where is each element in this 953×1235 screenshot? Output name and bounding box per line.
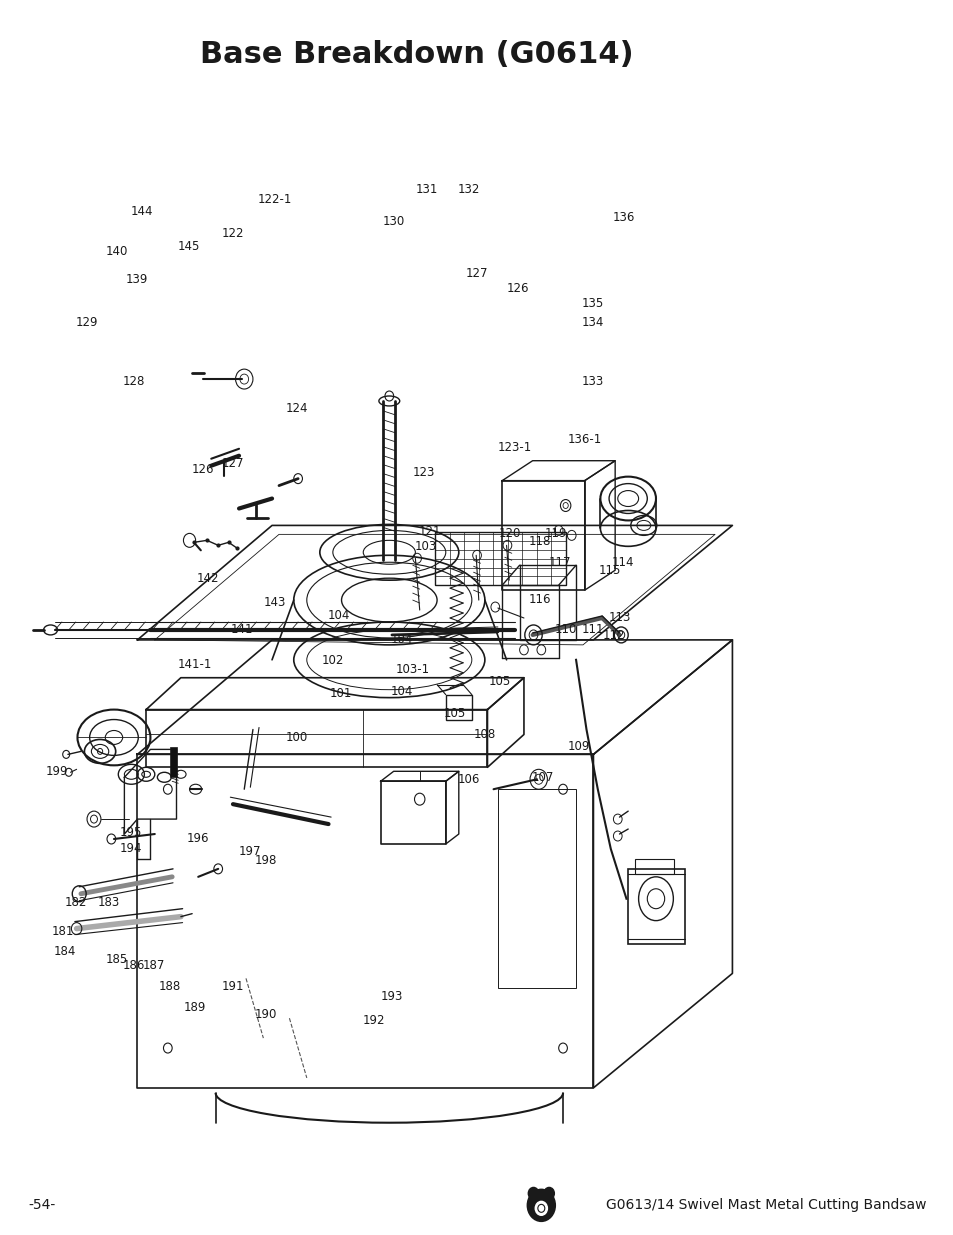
Text: 118: 118 bbox=[528, 535, 551, 548]
Text: 112: 112 bbox=[602, 630, 625, 642]
Text: Base Breakdown (G0614): Base Breakdown (G0614) bbox=[200, 40, 633, 69]
Text: 189: 189 bbox=[184, 1000, 206, 1014]
Text: 128: 128 bbox=[122, 375, 145, 388]
Text: 188: 188 bbox=[159, 979, 181, 993]
Circle shape bbox=[543, 1187, 554, 1199]
Text: 186: 186 bbox=[122, 958, 145, 972]
Text: 123-1: 123-1 bbox=[497, 441, 532, 454]
Text: 135: 135 bbox=[581, 298, 603, 310]
Bar bbox=[170, 747, 176, 777]
Text: 132: 132 bbox=[456, 183, 479, 196]
Text: 122-1: 122-1 bbox=[257, 193, 292, 206]
Text: 194: 194 bbox=[120, 842, 142, 855]
Text: 141: 141 bbox=[230, 624, 253, 636]
Text: 131: 131 bbox=[416, 183, 437, 196]
Text: 197: 197 bbox=[238, 845, 261, 857]
Text: 130: 130 bbox=[382, 215, 405, 228]
Text: 184: 184 bbox=[53, 946, 76, 958]
Bar bbox=[497, 789, 576, 988]
Text: 124: 124 bbox=[285, 403, 308, 415]
Text: 104: 104 bbox=[391, 634, 413, 646]
Text: 190: 190 bbox=[254, 1008, 277, 1021]
Text: 121: 121 bbox=[417, 525, 440, 538]
Text: 192: 192 bbox=[362, 1014, 385, 1028]
Text: 110: 110 bbox=[555, 624, 577, 636]
Text: 191: 191 bbox=[222, 979, 244, 993]
Text: 183: 183 bbox=[97, 897, 120, 909]
Text: 127: 127 bbox=[222, 457, 244, 471]
Text: 185: 185 bbox=[106, 952, 128, 966]
Text: 134: 134 bbox=[581, 316, 603, 329]
Text: 120: 120 bbox=[498, 527, 520, 541]
Text: 182: 182 bbox=[65, 897, 87, 909]
Text: 105: 105 bbox=[488, 676, 511, 688]
Text: 102: 102 bbox=[321, 655, 343, 667]
Bar bbox=[435, 532, 565, 585]
Text: 181: 181 bbox=[51, 925, 73, 937]
Text: 133: 133 bbox=[581, 375, 603, 388]
Text: 104: 104 bbox=[391, 684, 413, 698]
Text: 126: 126 bbox=[506, 282, 529, 294]
Text: 107: 107 bbox=[532, 771, 554, 784]
Text: 141-1: 141-1 bbox=[177, 658, 212, 671]
Text: 104: 104 bbox=[327, 609, 349, 621]
Circle shape bbox=[535, 1202, 547, 1215]
Circle shape bbox=[528, 1187, 538, 1199]
Text: 109: 109 bbox=[567, 740, 589, 753]
Text: 139: 139 bbox=[126, 273, 148, 287]
Text: 196: 196 bbox=[186, 832, 209, 845]
Text: 123: 123 bbox=[412, 466, 435, 479]
Text: 106: 106 bbox=[456, 773, 479, 787]
Text: 198: 198 bbox=[254, 855, 277, 867]
Bar bbox=[445, 694, 472, 720]
Text: 103-1: 103-1 bbox=[395, 663, 430, 676]
Text: 144: 144 bbox=[131, 205, 153, 219]
Text: 129: 129 bbox=[76, 316, 98, 329]
Bar bbox=[627, 869, 684, 944]
Text: 116: 116 bbox=[528, 593, 551, 605]
Text: 199: 199 bbox=[46, 764, 68, 778]
Text: 108: 108 bbox=[474, 727, 496, 741]
Text: 113: 113 bbox=[608, 611, 631, 624]
Text: 105: 105 bbox=[443, 706, 465, 720]
Text: 122: 122 bbox=[222, 227, 244, 241]
Text: 140: 140 bbox=[106, 245, 129, 258]
Text: 126: 126 bbox=[192, 463, 214, 477]
Text: 193: 193 bbox=[380, 989, 403, 1003]
Bar bbox=[635, 858, 674, 874]
Text: 195: 195 bbox=[120, 826, 142, 839]
Text: 145: 145 bbox=[178, 240, 200, 253]
Text: 119: 119 bbox=[544, 527, 567, 541]
Text: 103: 103 bbox=[414, 540, 436, 553]
Text: 143: 143 bbox=[263, 597, 286, 609]
Text: 136: 136 bbox=[613, 211, 635, 225]
Text: -54-: -54- bbox=[29, 1198, 56, 1213]
Text: 115: 115 bbox=[598, 564, 619, 577]
Circle shape bbox=[527, 1189, 555, 1221]
Text: 100: 100 bbox=[286, 731, 308, 745]
Text: 136-1: 136-1 bbox=[567, 432, 601, 446]
Text: 142: 142 bbox=[197, 572, 219, 584]
Text: G0613/14 Swivel Mast Metal Cutting Bandsaw: G0613/14 Swivel Mast Metal Cutting Bands… bbox=[606, 1198, 926, 1213]
Text: 111: 111 bbox=[581, 624, 603, 636]
Text: 117: 117 bbox=[548, 556, 570, 568]
Text: 114: 114 bbox=[611, 556, 633, 568]
Text: 127: 127 bbox=[465, 267, 488, 280]
Text: 101: 101 bbox=[330, 687, 352, 700]
Text: 187: 187 bbox=[142, 958, 165, 972]
